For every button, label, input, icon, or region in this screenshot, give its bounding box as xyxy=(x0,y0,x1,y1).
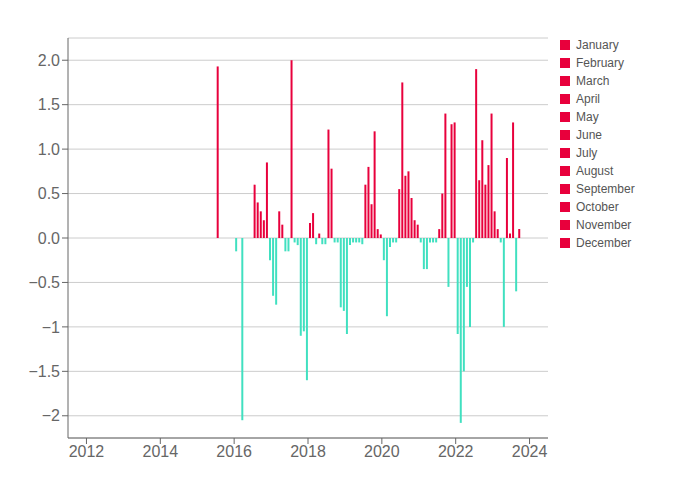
svg-text:−1: −1 xyxy=(42,319,60,336)
svg-text:−1.5: −1.5 xyxy=(28,363,60,380)
svg-text:2020: 2020 xyxy=(364,443,400,460)
svg-text:−0.5: −0.5 xyxy=(28,274,60,291)
svg-text:1.5: 1.5 xyxy=(38,96,60,113)
svg-text:0.0: 0.0 xyxy=(38,230,60,247)
html-text:May: May xyxy=(576,110,599,124)
html-text:January: January xyxy=(576,38,619,52)
svg-text:2022: 2022 xyxy=(438,443,474,460)
html-text:December: December xyxy=(576,236,632,250)
html-text:February: February xyxy=(576,56,624,70)
svg-text:2024: 2024 xyxy=(512,443,548,460)
html-text:November: November xyxy=(576,218,632,232)
svg-text:2016: 2016 xyxy=(216,443,252,460)
html-text:October: October xyxy=(576,200,619,214)
svg-text:2012: 2012 xyxy=(69,443,105,460)
html-text:June: June xyxy=(576,128,602,142)
html-text:March: March xyxy=(576,74,610,88)
svg-text:−2: −2 xyxy=(42,407,60,424)
html-text:September: September xyxy=(576,182,635,196)
html-text:August: August xyxy=(576,164,614,178)
html-text:July: July xyxy=(576,146,598,160)
html-text:April: April xyxy=(576,92,600,106)
svg-text:0.5: 0.5 xyxy=(38,185,60,202)
svg-text:2018: 2018 xyxy=(290,443,326,460)
svg-text:1.0: 1.0 xyxy=(38,141,60,158)
svg-text:2014: 2014 xyxy=(143,443,179,460)
svg-text:2.0: 2.0 xyxy=(38,52,60,69)
